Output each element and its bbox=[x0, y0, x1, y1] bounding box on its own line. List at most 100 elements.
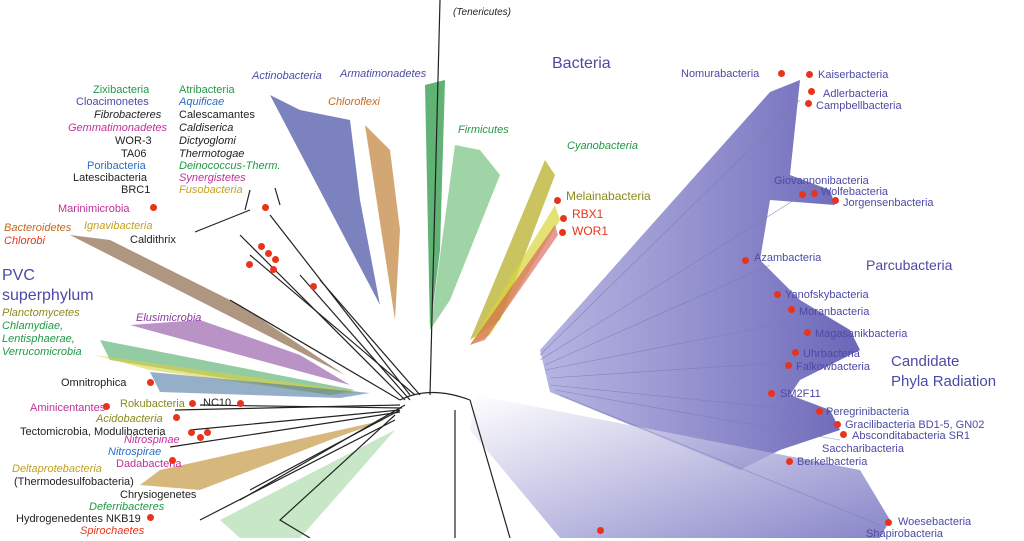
label-poribacteria: Poribacteria bbox=[87, 160, 146, 172]
marker-dot bbox=[816, 408, 823, 415]
label-chloroflexi: Chloroflexi bbox=[328, 96, 380, 108]
label-chrysiogenetes: Chrysiogenetes bbox=[120, 489, 197, 501]
marker-dot bbox=[270, 266, 277, 273]
label-deferribacteres: Deferribacteres bbox=[89, 501, 165, 513]
trunk-top bbox=[429, 0, 441, 396]
bacteroidetes-clade bbox=[70, 235, 345, 375]
label-wor3: WOR-3 bbox=[115, 135, 152, 147]
label-falkowbacteria: Falkowbacteria bbox=[796, 361, 870, 373]
label-ignavibacteria: Ignavibacteria bbox=[84, 220, 153, 232]
label-sm2f11: SM2F11 bbox=[780, 388, 821, 400]
marker-dot bbox=[173, 414, 180, 421]
marker-dot bbox=[560, 215, 567, 222]
label-nitrospinae: Nitrospinae bbox=[124, 434, 180, 446]
omnitrophica-clade bbox=[150, 372, 370, 398]
marker-dot bbox=[597, 527, 604, 534]
label-tectomicrobia: Tectomicrobia, Modulibacteria bbox=[20, 426, 166, 438]
label-chlorobi: Chlorobi bbox=[4, 235, 45, 247]
marker-dot bbox=[840, 431, 847, 438]
label-giovannonibacteria: Giovannonibacteria bbox=[774, 175, 869, 187]
label-aquificae: Aquificae bbox=[179, 96, 225, 108]
marker-dot bbox=[310, 283, 317, 290]
marker-dot bbox=[262, 204, 269, 211]
label-nomurabacteria: Nomurabacteria bbox=[681, 68, 760, 80]
elusimicrobia-clade bbox=[130, 320, 350, 385]
marker-dot bbox=[808, 88, 815, 95]
label-verrucomicrobia: Verrucomicrobia bbox=[2, 346, 82, 358]
label-rokubacteria: Rokubacteria bbox=[120, 398, 185, 410]
marker-dot bbox=[554, 197, 561, 204]
label-fusobacteria: Fusobacteria bbox=[179, 184, 243, 196]
label-caldiserica: Caldiserica bbox=[179, 122, 234, 134]
label-spirochaetes: Spirochaetes bbox=[80, 525, 145, 537]
label-omnitrophica: Omnitrophica bbox=[61, 377, 127, 389]
marker-dot bbox=[832, 197, 839, 204]
label-uhrbacteria: Uhrbacteria bbox=[803, 348, 860, 360]
marker-dot bbox=[237, 400, 244, 407]
label-actinobacteria: Actinobacteria bbox=[252, 70, 322, 82]
marker-dot bbox=[811, 190, 818, 197]
label-nc10: NC10 bbox=[203, 397, 232, 409]
firmicutes-clade bbox=[430, 145, 500, 330]
marker-dot bbox=[885, 519, 892, 526]
label-adlerbacteria: Adlerbacteria bbox=[823, 88, 888, 100]
label-moranbacteria: Moranbacteria bbox=[799, 306, 870, 318]
label-yanofskybacteria: Yanofskybacteria bbox=[785, 289, 869, 301]
marker-dot bbox=[189, 400, 196, 407]
label-synergistetes: Synergistetes bbox=[179, 172, 246, 184]
label-absconditabacteria: Absconditabacteria SR1 bbox=[852, 430, 971, 442]
melaina-clade bbox=[470, 205, 560, 345]
label-saccharibacteria: Saccharibacteria bbox=[822, 443, 904, 455]
label-wolfebacteria: Wolfebacteria bbox=[821, 186, 889, 198]
label-jorgensenbacteria: Jorgensenbacteria bbox=[843, 197, 934, 209]
trunk-down bbox=[469, 399, 511, 538]
label-hydrogenedentes: Hydrogenedentes NKB19 bbox=[16, 513, 141, 525]
label-caldithrix: Caldithrix bbox=[130, 234, 176, 246]
root-arc bbox=[399, 391, 471, 401]
marker-dot bbox=[204, 429, 211, 436]
label-thermodesulfobacteria: (Thermodesulfobacteria) bbox=[14, 476, 134, 488]
marker-dot bbox=[834, 421, 841, 428]
label-shapirobacteria: Shapirobacteria bbox=[866, 528, 944, 540]
cpr-lower-clade bbox=[470, 395, 890, 538]
marker-dot bbox=[169, 457, 176, 464]
marker-dot bbox=[246, 261, 253, 268]
label-ta06: TA06 bbox=[121, 148, 147, 160]
pvc-heading-line2: superphylum bbox=[2, 287, 94, 304]
label-dadabacteria: Dadabacteria bbox=[116, 458, 182, 470]
marker-dot bbox=[103, 403, 110, 410]
label-dictyoglomi: Dictyoglomi bbox=[179, 135, 236, 147]
label-wor1: WOR1 bbox=[572, 224, 608, 238]
label-brc1: BRC1 bbox=[121, 184, 151, 196]
label-elusimicrobia: Elusimicrobia bbox=[136, 312, 202, 324]
label-magasanikbacteria: Magasanikbacteria bbox=[815, 328, 908, 340]
label-firmicutes: Firmicutes bbox=[458, 124, 509, 136]
label-armatimonadetes: Armatimonadetes bbox=[340, 68, 427, 80]
marker-dot bbox=[272, 256, 279, 263]
label-calescamantes: Calescamantes bbox=[179, 109, 255, 121]
label-rbx1: RBX1 bbox=[572, 207, 604, 221]
pvc-heading-line1: PVC bbox=[2, 267, 35, 284]
marker-dot bbox=[150, 204, 157, 211]
label-bacteroidetes: Bacteroidetes bbox=[4, 222, 72, 234]
label-acidobacteria: Acidobacteria bbox=[96, 413, 163, 425]
marker-dot bbox=[559, 229, 566, 236]
marker-dot bbox=[788, 306, 795, 313]
label-gemmatimonadetes: Gemmatimonadetes bbox=[68, 122, 168, 134]
label-berkelbacteria: Berkelbacteria bbox=[797, 456, 868, 468]
marker-dot bbox=[785, 362, 792, 369]
marker-dot bbox=[265, 250, 272, 257]
label-thermotogae: Thermotogae bbox=[179, 148, 245, 160]
marker-dot bbox=[188, 429, 195, 436]
label-atribacteria: Atribacteria bbox=[179, 84, 235, 96]
label-kaiserbacteria: Kaiserbacteria bbox=[818, 69, 889, 81]
pvc-green-clade bbox=[100, 340, 355, 395]
label-aminicentantes: Aminicentantes bbox=[30, 402, 106, 414]
label-deinococcus: Deinococcus-Therm. bbox=[179, 160, 281, 172]
marker-dot bbox=[799, 191, 806, 198]
label-planctomycetes: Planctomycetes bbox=[2, 307, 80, 319]
label-gracilibacteria: Gracilibacteria BD1-5, GN02 bbox=[845, 419, 985, 431]
marker-dot bbox=[147, 379, 154, 386]
label-latescibacteria: Latescibacteria bbox=[73, 172, 147, 184]
